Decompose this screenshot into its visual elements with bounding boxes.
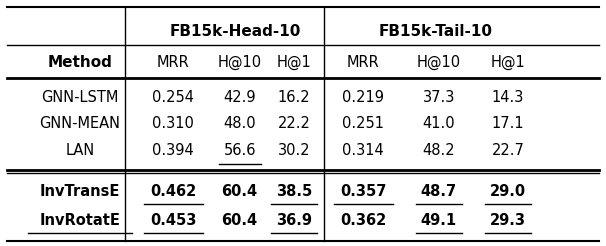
Text: 60.4: 60.4 [222, 213, 258, 228]
Text: H@1: H@1 [491, 55, 525, 70]
Text: 36.9: 36.9 [276, 213, 312, 228]
Text: MRR: MRR [347, 55, 380, 70]
Text: 16.2: 16.2 [278, 90, 310, 105]
Text: 48.0: 48.0 [224, 116, 256, 130]
Text: 29.3: 29.3 [490, 213, 526, 228]
Text: 48.7: 48.7 [421, 184, 457, 199]
Text: 0.462: 0.462 [150, 184, 196, 199]
Text: H@10: H@10 [417, 55, 461, 70]
Text: 17.1: 17.1 [492, 116, 524, 130]
Text: 38.5: 38.5 [276, 184, 312, 199]
Text: 42.9: 42.9 [224, 90, 256, 105]
Text: 49.1: 49.1 [421, 213, 457, 228]
Text: 0.453: 0.453 [150, 213, 196, 228]
Text: 37.3: 37.3 [422, 90, 455, 105]
Text: InvRotatE: InvRotatE [39, 213, 120, 228]
Text: FB15k-Head-10: FB15k-Head-10 [169, 24, 301, 39]
Text: FB15k-Tail-10: FB15k-Tail-10 [379, 24, 493, 39]
Text: 56.6: 56.6 [224, 143, 256, 158]
Text: 0.394: 0.394 [153, 143, 194, 158]
Text: 60.4: 60.4 [222, 184, 258, 199]
Text: 0.219: 0.219 [342, 90, 384, 105]
Text: 0.251: 0.251 [342, 116, 384, 130]
Text: 29.0: 29.0 [490, 184, 526, 199]
Text: InvTransE: InvTransE [39, 184, 120, 199]
Text: 30.2: 30.2 [278, 143, 310, 158]
Text: 0.310: 0.310 [152, 116, 195, 130]
Text: 48.2: 48.2 [422, 143, 455, 158]
Text: Method: Method [47, 55, 112, 70]
Text: LAN: LAN [65, 143, 95, 158]
Text: MRR: MRR [157, 55, 190, 70]
Text: GNN-MEAN: GNN-MEAN [39, 116, 121, 130]
Text: H@10: H@10 [218, 55, 262, 70]
Text: 0.357: 0.357 [340, 184, 387, 199]
Text: 22.7: 22.7 [491, 143, 525, 158]
Text: 0.254: 0.254 [152, 90, 195, 105]
Text: 41.0: 41.0 [422, 116, 455, 130]
Text: GNN-LSTM: GNN-LSTM [41, 90, 119, 105]
Text: H@1: H@1 [276, 55, 311, 70]
Text: 0.362: 0.362 [340, 213, 387, 228]
Text: 14.3: 14.3 [492, 90, 524, 105]
Text: 22.2: 22.2 [278, 116, 310, 130]
Text: 0.314: 0.314 [342, 143, 384, 158]
